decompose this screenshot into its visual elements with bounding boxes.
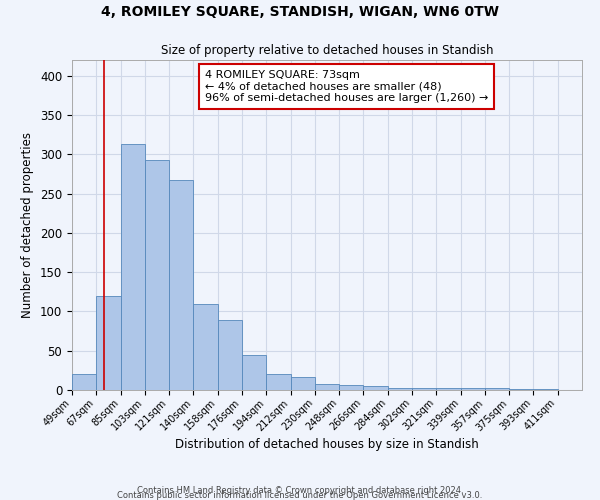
- Text: 4, ROMILEY SQUARE, STANDISH, WIGAN, WN6 0TW: 4, ROMILEY SQUARE, STANDISH, WIGAN, WN6 …: [101, 5, 499, 19]
- Text: Contains public sector information licensed under the Open Government Licence v3: Contains public sector information licen…: [118, 491, 482, 500]
- Bar: [509, 389, 533, 390]
- Bar: [121, 144, 145, 390]
- Bar: [72, 374, 96, 390]
- Bar: [461, 388, 485, 390]
- Bar: [412, 388, 436, 390]
- Bar: [218, 320, 242, 390]
- Bar: [266, 374, 290, 390]
- X-axis label: Distribution of detached houses by size in Standish: Distribution of detached houses by size …: [175, 438, 479, 451]
- Bar: [169, 180, 193, 390]
- Bar: [96, 296, 121, 390]
- Bar: [388, 388, 412, 390]
- Bar: [315, 384, 339, 390]
- Bar: [339, 386, 364, 390]
- Y-axis label: Number of detached properties: Number of detached properties: [22, 132, 34, 318]
- Bar: [485, 388, 509, 390]
- Text: 4 ROMILEY SQUARE: 73sqm
← 4% of detached houses are smaller (48)
96% of semi-det: 4 ROMILEY SQUARE: 73sqm ← 4% of detached…: [205, 70, 488, 103]
- Bar: [193, 304, 218, 390]
- Bar: [364, 386, 388, 390]
- Bar: [533, 389, 558, 390]
- Bar: [436, 388, 461, 390]
- Bar: [290, 376, 315, 390]
- Bar: [145, 160, 169, 390]
- Text: Contains HM Land Registry data © Crown copyright and database right 2024.: Contains HM Land Registry data © Crown c…: [137, 486, 463, 495]
- Bar: [242, 356, 266, 390]
- Title: Size of property relative to detached houses in Standish: Size of property relative to detached ho…: [161, 44, 493, 58]
